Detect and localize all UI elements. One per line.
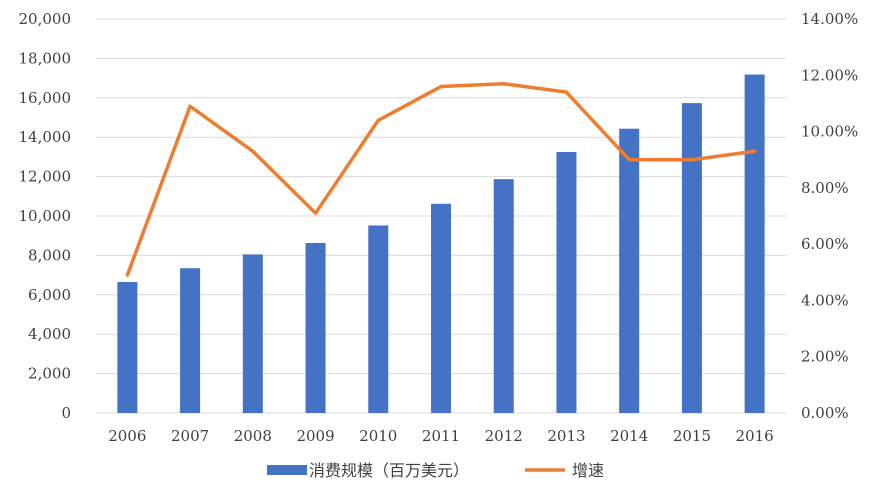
left-tick-label: 10,000 (19, 207, 72, 225)
legend-bar-swatch (267, 465, 307, 475)
left-tick-label: 12,000 (19, 168, 72, 186)
x-tick-label: 2015 (673, 427, 711, 445)
left-tick-label: 8,000 (28, 246, 71, 264)
left-tick-label: 20,000 (19, 10, 72, 28)
right-tick-label: 6.00% (801, 235, 849, 253)
line-point (377, 119, 379, 121)
left-tick-label: 18,000 (19, 49, 72, 67)
x-tick-label: 2013 (547, 427, 585, 445)
right-tick-label: 10.00% (801, 123, 858, 141)
bar (493, 179, 514, 413)
left-tick-label: 6,000 (28, 286, 71, 304)
left-tick-label: 16,000 (19, 89, 72, 107)
x-tick-label: 2014 (610, 427, 648, 445)
right-tick-label: 0.00% (801, 404, 849, 422)
bar (242, 254, 263, 413)
right-tick-label: 12.00% (801, 66, 858, 84)
line-point (565, 91, 567, 93)
x-axis-ticks: 2006 2007 2008 2009 2010 2011 2012 2013 2014 2015… (108, 427, 773, 445)
x-tick-label: 2008 (234, 427, 272, 445)
right-axis-ticks: 0.00% 2.00% 4.00% 6.00% 8.00% 10.00% 12.00% 14.… (801, 10, 858, 422)
legend: 消费规模（百万美元） 增速 (267, 461, 604, 480)
left-tick-label: 14,000 (19, 128, 72, 146)
line-point (503, 83, 505, 85)
x-tick-label: 2009 (296, 427, 334, 445)
legend-line-label: 增速 (572, 461, 604, 480)
line-point (628, 159, 630, 161)
bar (305, 242, 326, 413)
line-point (754, 150, 756, 152)
line-point (315, 212, 317, 214)
x-tick-label: 2011 (422, 427, 460, 445)
bar (431, 203, 451, 413)
bar (556, 151, 577, 413)
right-tick-label: 14.00% (801, 10, 858, 28)
line-point (189, 105, 191, 107)
line-point (691, 159, 693, 161)
bar (117, 281, 138, 413)
bar-series (117, 74, 765, 413)
line-point (126, 274, 128, 276)
legend-bar-label: 消费规模（百万美元） (309, 461, 469, 480)
right-tick-label: 8.00% (801, 179, 849, 197)
right-tick-label: 4.00% (801, 291, 849, 309)
left-tick-label: 2,000 (28, 365, 71, 383)
left-tick-label: 4,000 (28, 325, 71, 343)
bar (180, 268, 201, 413)
left-axis-ticks: 0 2,000 4,000 6,000 8,000 10,000 12,000 14,000 1… (19, 10, 72, 422)
line-point (252, 150, 254, 152)
line-series (125, 81, 757, 277)
x-tick-label: 2016 (736, 427, 774, 445)
left-tick-label: 0 (61, 404, 71, 422)
bar (681, 103, 702, 413)
x-tick-label: 2007 (171, 427, 209, 445)
x-tick-label: 2012 (485, 427, 523, 445)
x-tick-label: 2010 (359, 427, 397, 445)
bar (744, 74, 765, 413)
bar (368, 225, 389, 413)
line-point (440, 86, 442, 88)
x-tick-label: 2006 (108, 427, 146, 445)
right-tick-label: 2.00% (801, 348, 849, 366)
bar (619, 128, 640, 413)
